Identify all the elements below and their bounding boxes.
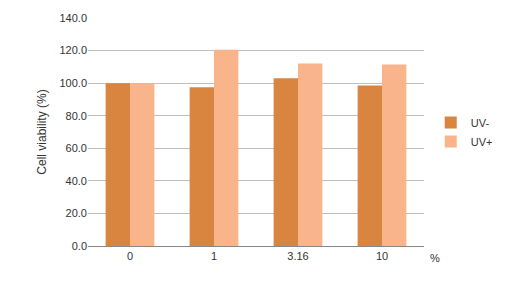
svg-text:20.0: 20.0 bbox=[66, 207, 87, 219]
svg-text:Cell viability (%): Cell viability (%) bbox=[35, 89, 49, 174]
svg-text:60.0: 60.0 bbox=[66, 142, 87, 154]
svg-text:140.0: 140.0 bbox=[59, 12, 87, 24]
svg-text:120.0: 120.0 bbox=[59, 44, 87, 56]
svg-text:0.0: 0.0 bbox=[72, 240, 87, 252]
svg-text:UV+: UV+ bbox=[471, 136, 493, 148]
svg-text:10: 10 bbox=[376, 250, 388, 262]
svg-text:3.16: 3.16 bbox=[287, 250, 308, 262]
svg-text:%: % bbox=[430, 252, 440, 264]
svg-text:1: 1 bbox=[211, 250, 217, 262]
svg-text:UV-: UV- bbox=[471, 117, 490, 129]
svg-text:40.0: 40.0 bbox=[66, 175, 87, 187]
svg-text:80.0: 80.0 bbox=[66, 110, 87, 122]
svg-text:0: 0 bbox=[127, 250, 133, 262]
svg-text:100.0: 100.0 bbox=[59, 77, 87, 89]
